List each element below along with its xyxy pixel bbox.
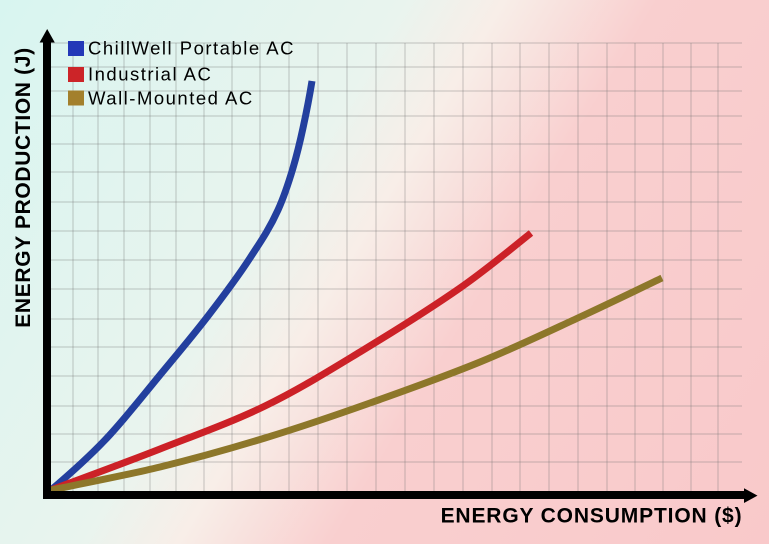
svg-text:ENERGY PRODUCTION (J): ENERGY PRODUCTION (J) xyxy=(12,47,35,327)
svg-text:ChillWell Portable AC: ChillWell Portable AC xyxy=(88,38,295,59)
svg-text:Wall-Mounted AC: Wall-Mounted AC xyxy=(88,88,254,109)
svg-text:Industrial AC: Industrial AC xyxy=(88,63,212,84)
svg-text:ENERGY CONSUMPTION ($): ENERGY CONSUMPTION ($) xyxy=(441,505,743,528)
